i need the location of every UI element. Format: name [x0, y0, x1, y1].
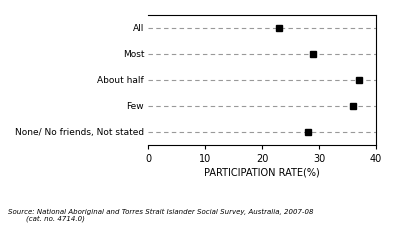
- Text: Source: National Aboriginal and Torres Strait Islander Social Survey, Australia,: Source: National Aboriginal and Torres S…: [8, 209, 314, 222]
- X-axis label: PARTICIPATION RATE(%): PARTICIPATION RATE(%): [204, 168, 320, 178]
